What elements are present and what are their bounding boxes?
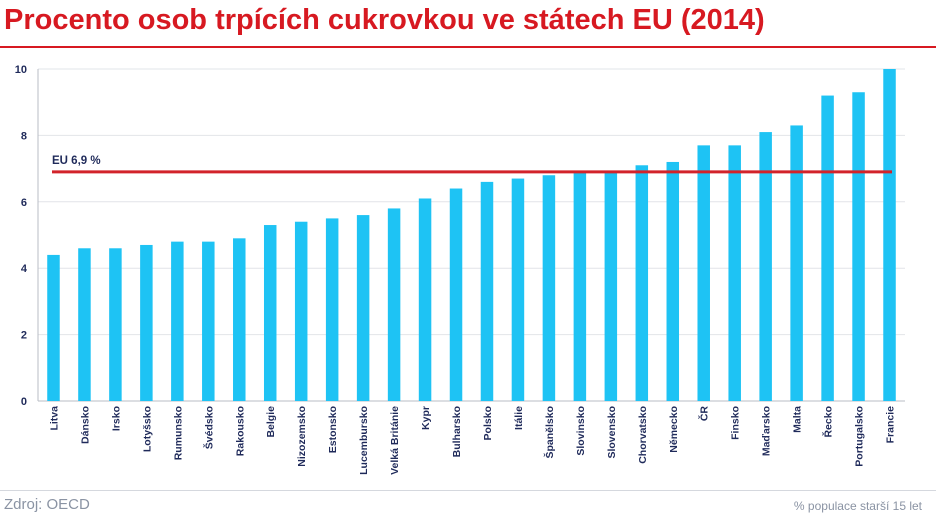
y-tick-label: 4 [21,263,28,275]
bar-22 [728,145,741,401]
bar-7 [263,225,277,401]
x-tick-label: Lotyšsko [141,406,153,452]
bar-13 [449,188,463,401]
x-tick-label: Litva [48,406,60,431]
bar-9 [325,218,339,401]
x-tick-label: Bulharsko [451,406,463,457]
x-tick-label: Maďarsko [761,406,773,456]
x-tick-label: Dánsko [79,406,91,444]
bar-19 [635,165,649,401]
y-tick-label: 0 [21,396,27,408]
x-tick-label: Německo [668,406,680,453]
bar-25 [821,95,834,401]
x-tick-label: Slovensko [606,406,618,459]
x-tick-label: Lucembursko [358,406,370,475]
bars [47,69,896,402]
x-tick-label: Kypr [420,406,432,430]
y-tick-label: 2 [21,330,27,342]
bar-2 [109,248,122,401]
bar-0 [47,254,60,401]
x-tick-label: Belgie [265,406,277,438]
bar-6 [233,238,246,401]
bar-chart: 0 2 4 6 8 10 Litva Dánsko Irsko Lotyšsko Rumunsko… [15,64,905,475]
x-tick-label: Švédsko [202,406,215,449]
x-tick-label: Portugalsko [854,406,866,467]
x-axis-labels: Litva Dánsko Irsko Lotyšsko Rumunsko Švédsko R… [48,406,896,475]
x-tick-label: Polsko [482,406,494,440]
x-tick-label: Estonsko [327,406,339,453]
bar-21 [697,145,710,401]
bar-15 [511,178,525,401]
chart-title: Procento osob trpících cukrovkou ve stát… [4,4,765,36]
bar-20 [666,161,680,401]
x-tick-label: Finsko [730,406,742,440]
bar-17 [573,171,587,401]
eu-reference: EU 6,9 % [52,155,892,174]
unit-note: % populace starší 15 let [793,499,922,513]
title-underline [0,46,936,48]
bar-8 [294,221,308,401]
x-tick-label: Rumunsko [172,406,184,460]
source-note: Zdroj: OECD [4,496,90,513]
x-tick-label: Malta [792,406,804,433]
bar-3 [140,244,153,401]
x-tick-label: Itálie [513,406,525,430]
bar-4 [171,241,184,401]
bar-10 [356,215,370,401]
bar-27 [883,69,896,401]
bar-16 [542,175,556,401]
bar-26 [852,92,865,402]
x-tick-label: Irsko [110,406,122,431]
x-tick-label: Velká Británie [389,406,401,475]
bar-11 [387,208,401,401]
bar-23 [759,132,772,401]
x-tick-label: Nizozemsko [296,406,308,467]
bar-24 [790,125,803,401]
bar-18 [604,171,618,401]
bar-1 [78,248,91,401]
y-axis-ticks: 0 2 4 6 8 10 [15,64,28,408]
bar-12 [418,198,432,401]
bar-5 [202,241,215,401]
x-tick-label: ČR [698,406,711,422]
eu-average-label: EU 6,9 % [52,155,101,167]
x-tick-label: Rakousko [234,406,246,456]
y-tick-label: 10 [15,64,27,76]
bar-14 [480,181,494,401]
y-tick-label: 8 [21,130,27,142]
x-tick-label: Slovinsko [575,406,587,456]
x-tick-label: Španělsko [543,406,556,459]
footer-divider [0,490,936,491]
y-tick-label: 6 [21,197,27,209]
x-tick-label: Řecko [822,406,835,438]
grid-lines [37,68,905,402]
x-tick-label: Francie [885,406,897,444]
x-tick-label: Chorvatsko [637,406,649,464]
